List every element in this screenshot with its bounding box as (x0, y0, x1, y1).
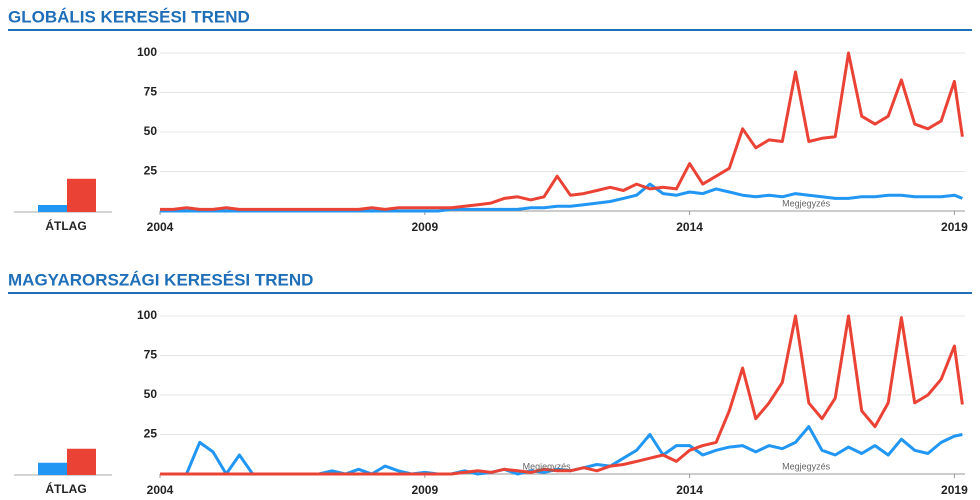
y-tick-label: 50 (144, 387, 158, 401)
title-underline (8, 292, 972, 294)
trend-line (160, 51, 964, 211)
y-tick-label: 75 (144, 85, 158, 99)
x-tick-label: 2014 (676, 220, 703, 234)
annotation: Megjegyzés (523, 461, 572, 471)
annotation: Megjegyzés (782, 198, 831, 208)
average-bar (67, 448, 96, 475)
y-tick-label: 100 (137, 45, 157, 59)
y-tick-label: 25 (144, 427, 158, 441)
average-bar (67, 178, 96, 212)
trend-line (160, 314, 964, 476)
y-tick-label: 50 (144, 124, 158, 138)
y-tick-label: 100 (137, 308, 157, 322)
y-tick-label: 75 (144, 348, 158, 362)
y-tick-label: 25 (144, 164, 158, 178)
chart-title: MAGYARORSZÁGI KERESÉSI TREND (8, 270, 313, 289)
average-label: ÁTLAG (45, 218, 86, 233)
x-tick-label: 2004 (147, 220, 174, 234)
chart-title: GLOBÁLIS KERESÉSI TREND (8, 7, 250, 26)
x-tick-label: 2014 (676, 483, 703, 497)
trend-line (160, 182, 963, 213)
average-bar (38, 205, 67, 212)
x-tick-label: 2009 (411, 483, 438, 497)
x-tick-label: 2019 (941, 220, 968, 234)
x-tick-label: 2004 (147, 483, 174, 497)
x-tick-label: 2009 (411, 220, 438, 234)
x-tick-label: 2019 (941, 483, 968, 497)
average-bar (38, 462, 67, 475)
annotation: Megjegyzés (782, 461, 831, 471)
average-label: ÁTLAG (45, 481, 86, 496)
title-underline (8, 29, 972, 31)
